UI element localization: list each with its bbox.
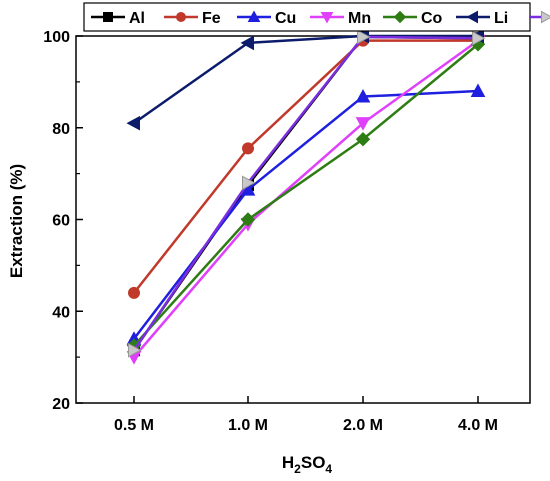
data-point [472,30,486,46]
y-tick-label: 20 [52,396,70,413]
legend-item-ni: Ni [529,10,550,24]
series-line [132,35,479,351]
data-point [357,29,371,45]
legend-label: Fe [202,10,221,27]
series-line [133,39,479,358]
data-point [240,35,254,51]
series-line [133,43,479,347]
data-point [103,12,113,22]
x-axis-label-sub2: 4 [325,462,332,476]
y-tick-label: 40 [52,304,70,321]
legend-item-al: Al [91,10,145,27]
data-point [466,10,478,24]
series-ni [128,29,486,358]
data-point [242,175,256,191]
data-point [470,83,486,98]
x-axis-label-part1: H [282,453,294,472]
axes-layer: 20 40 60 80 100 0.5 M 1.0 M 2.0 M 4.0 M [43,29,531,434]
series-layer [126,28,486,365]
legend-label: Mn [348,10,371,27]
data-point [393,10,407,24]
data-point [240,212,256,227]
legend-label: Co [421,10,443,27]
y-tick-label: 100 [43,29,70,46]
legend: Al Fe Cu Mn Co Li Ni [83,2,550,32]
legend-item-li: Li [456,10,508,27]
data-point [126,115,140,131]
series-line [133,39,478,294]
data-point [541,10,550,24]
legend-item-cu: Cu [237,10,296,27]
x-tick-label: 1.0 M [228,417,268,434]
legend-item-co: Co [383,10,443,27]
x-tick-label: 2.0 M [343,417,383,434]
y-tick-label: 60 [52,213,70,230]
legend-label: Cu [275,10,296,27]
data-point [176,12,186,22]
series-line [133,34,478,125]
data-point [242,142,254,155]
legend-box [83,2,531,32]
y-axis-label: Extraction (%) [7,164,26,278]
data-point [128,286,140,299]
legend-item-fe: Fe [164,10,221,27]
data-point [355,89,371,103]
data-point [320,12,334,24]
data-point [355,117,371,131]
x-axis-label: H2SO4 [282,453,333,476]
legend-label: Al [129,10,145,27]
x-axis-label-part2: SO [301,453,326,472]
series-co [126,37,486,353]
y-tick-label: 80 [52,121,70,138]
x-axis-label-sub1: 2 [294,462,301,476]
series-line [132,35,479,351]
data-point [128,342,142,358]
legend-label: Li [494,10,508,27]
data-point [247,10,261,22]
series-li [126,28,484,131]
x-tick-label: 4.0 M [458,417,498,434]
series-al [128,30,484,357]
series-line [133,89,479,340]
x-tick-label: 0.5 M [114,417,154,434]
series-cu [126,83,486,345]
legend-item-mn: Mn [310,10,371,27]
data-point [355,132,371,147]
